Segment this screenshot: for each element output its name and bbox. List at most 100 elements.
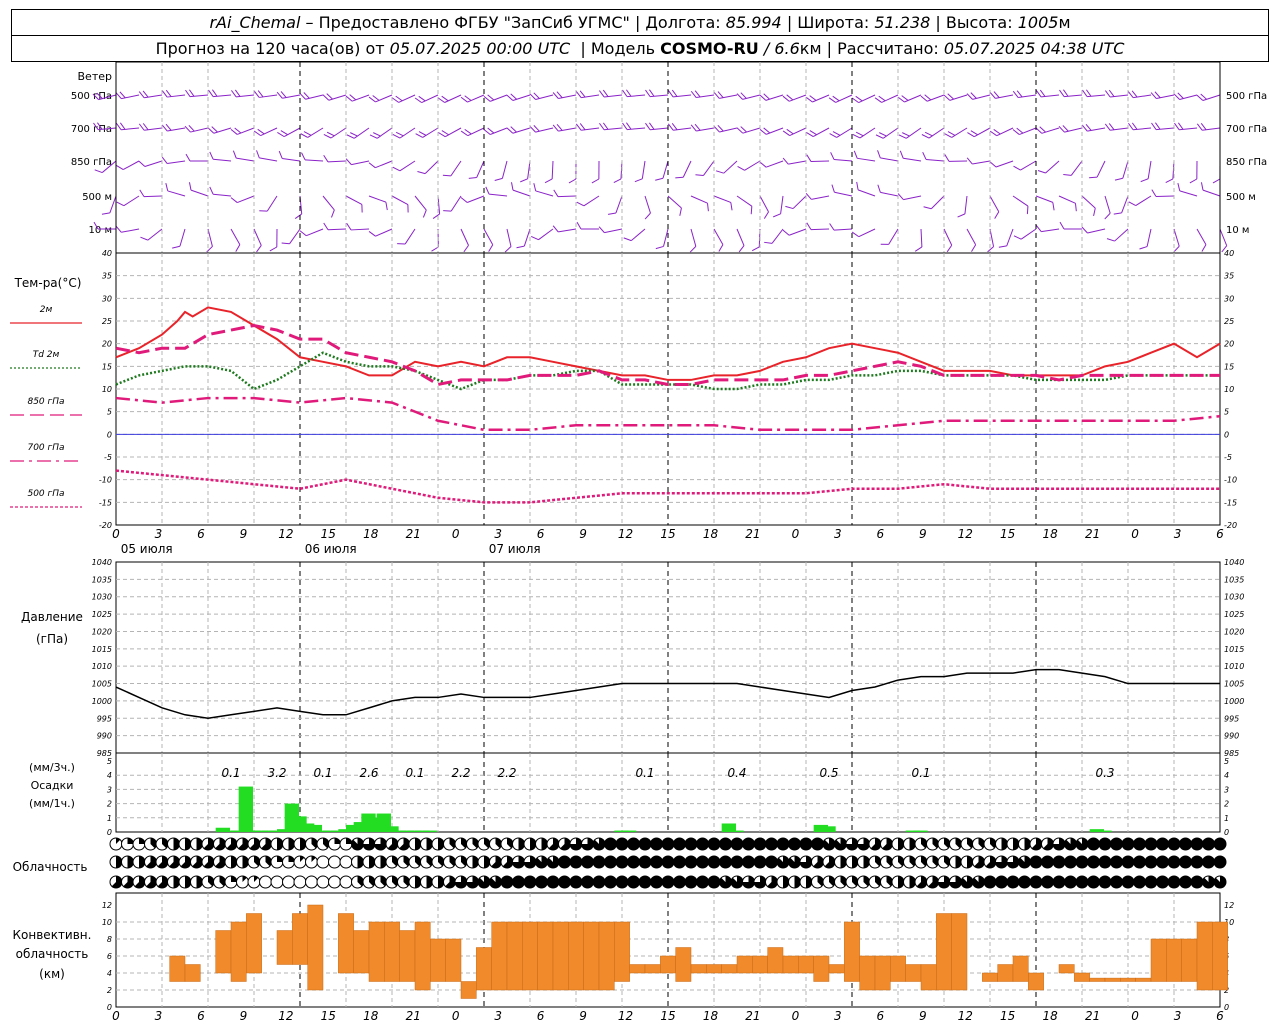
legend-label: Td 2м [33, 350, 60, 360]
cloud-symbol-fill [173, 876, 180, 888]
cloud-symbol [730, 855, 744, 869]
cloud-symbol [431, 875, 445, 889]
cloud-symbol-fill [995, 856, 1008, 868]
pressure-tick-left: 990 [97, 732, 112, 741]
cloud-symbol [420, 855, 433, 869]
conv-bar [813, 955, 830, 982]
cloud-symbol-fill [1133, 838, 1146, 850]
wind-barb-feather [299, 230, 307, 237]
wind-barb-staff [1058, 195, 1076, 204]
wind-barb-feather [649, 89, 655, 97]
wind-barb-feather [1177, 92, 1184, 99]
wind-barb [323, 222, 347, 231]
cloud-symbol [489, 837, 502, 851]
wind-barb-staff [353, 127, 370, 139]
cloud-symbol-fill [461, 838, 468, 849]
wind-barb [345, 94, 370, 102]
cloud-symbol-fill [767, 876, 778, 888]
wind-barb-feather [579, 123, 586, 131]
wind-barb-feather [851, 231, 859, 238]
cloud-symbol [282, 837, 295, 851]
wind-barb [759, 195, 769, 219]
cloud-symbol-fill [1156, 856, 1169, 868]
cloud-symbol-fill [1030, 856, 1042, 868]
wind-barb-staff [213, 158, 232, 162]
cloud-symbol-fill [824, 856, 835, 868]
precip-bar [261, 830, 276, 832]
cloud-symbol [857, 875, 870, 889]
temp-title: Тем-ра(°C) [14, 276, 82, 290]
wind-barb [1081, 226, 1106, 234]
wind-barb-feather [998, 245, 1007, 248]
cloud-symbol [190, 875, 203, 889]
wind-barb-staff [1135, 195, 1152, 206]
cloud-symbol [1006, 875, 1020, 889]
cloud-symbol-fill [627, 876, 640, 888]
wind-barb-staff [404, 228, 416, 245]
conv-bar [721, 964, 738, 974]
cloud-symbol-fill [449, 856, 456, 867]
wind-level-label-right: 700 гПа [1226, 124, 1267, 135]
precip-tick-left: 1 [107, 814, 112, 823]
wind-barb-feather [138, 91, 145, 99]
cloud-symbol-fill [502, 856, 513, 869]
cloud-symbol-fill [673, 856, 686, 868]
precip-bar [231, 830, 246, 832]
wind-barb [438, 127, 462, 138]
cloud-symbol-fill [127, 838, 134, 844]
wind-barb [785, 195, 807, 210]
wind-barb-feather [591, 178, 600, 184]
wind-barb-staff [1179, 94, 1198, 101]
wind-barb-staff [723, 160, 738, 174]
model-label: Модель [590, 39, 656, 58]
cloud-symbol-fill [415, 876, 421, 888]
wind-barb [576, 195, 600, 207]
wind-barb-staff [266, 195, 278, 212]
cloud-symbol [121, 875, 134, 889]
wind-level-label: 10 м [89, 225, 112, 236]
temp-tick-left: -20 [99, 521, 112, 530]
wind-barb [1012, 127, 1037, 136]
cloud-symbol-fill [627, 838, 640, 850]
pressure-tick-left: 1025 [92, 610, 112, 619]
cloud-symbol-fill [530, 838, 536, 850]
cloud-symbol [1121, 837, 1135, 851]
cloud-symbol [592, 837, 606, 851]
wind-barb-staff [1156, 94, 1175, 100]
wind-barb-feather [579, 90, 586, 98]
cloud-symbol-fill [928, 876, 939, 888]
wind-level-label: 850 гПа [71, 157, 112, 168]
wind-barb [805, 192, 830, 200]
wind-barb-feather [280, 91, 287, 98]
cloud-symbol [328, 855, 341, 869]
wind-barb-feather [323, 134, 332, 139]
wind-barb [1013, 228, 1037, 240]
wind-barb-staff [662, 160, 669, 179]
wind-barb-staff [558, 228, 577, 233]
wind-barb-staff [260, 127, 278, 137]
temp-tick-left: 35 [102, 272, 112, 281]
cloud-symbol [581, 855, 594, 869]
wind-barb [230, 228, 241, 252]
cloud-symbol [661, 875, 675, 889]
hour-tick-label-bottom: 3 [834, 1009, 842, 1023]
wind-barb-feather [1140, 178, 1149, 183]
wind-barb-staff [512, 189, 531, 197]
hour-tick-label: 18 [1043, 527, 1059, 541]
wind-title: Ветер [78, 70, 112, 83]
wind-barb-staff [1018, 94, 1037, 99]
cloud-symbol [868, 875, 882, 889]
hour-tick-label: 15 [321, 527, 336, 541]
cloud-symbol [443, 875, 456, 889]
cloud-symbol [1006, 855, 1020, 869]
cloud-symbol-fill [1145, 876, 1157, 888]
wind-barb-feather [667, 90, 674, 98]
pressure-tick-right: 1005 [1224, 680, 1244, 689]
cloud-symbol [903, 837, 916, 851]
cloud-symbol-fill [208, 876, 214, 887]
cloud-symbol-fill [116, 838, 121, 844]
cloud-symbol-fill [944, 856, 950, 867]
wind-barb-feather [806, 131, 814, 138]
cloud-symbol [995, 855, 1008, 869]
